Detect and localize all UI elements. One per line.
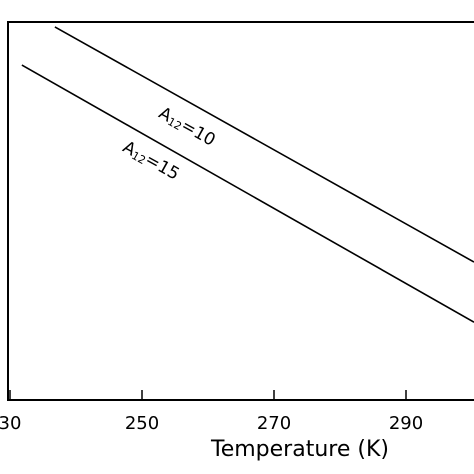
plot-frame: [7, 21, 474, 401]
x-axis-title: Temperature (K): [210, 437, 389, 462]
line-annotation: A12=15: [119, 137, 183, 184]
annotation-sub: 12: [129, 149, 148, 167]
line-annotation: A12=10: [155, 103, 219, 150]
x-tick-label: 30: [0, 413, 21, 434]
x-tick-label: 250: [125, 413, 159, 434]
series-line: [54, 26, 474, 263]
annotation-rest: =10: [178, 116, 219, 151]
annotation-sub: 12: [165, 115, 184, 133]
series-line: [21, 64, 474, 323]
x-tick-label: 290: [389, 413, 423, 434]
annotation-rest: =15: [142, 150, 183, 185]
x-tick-label: 270: [257, 413, 291, 434]
